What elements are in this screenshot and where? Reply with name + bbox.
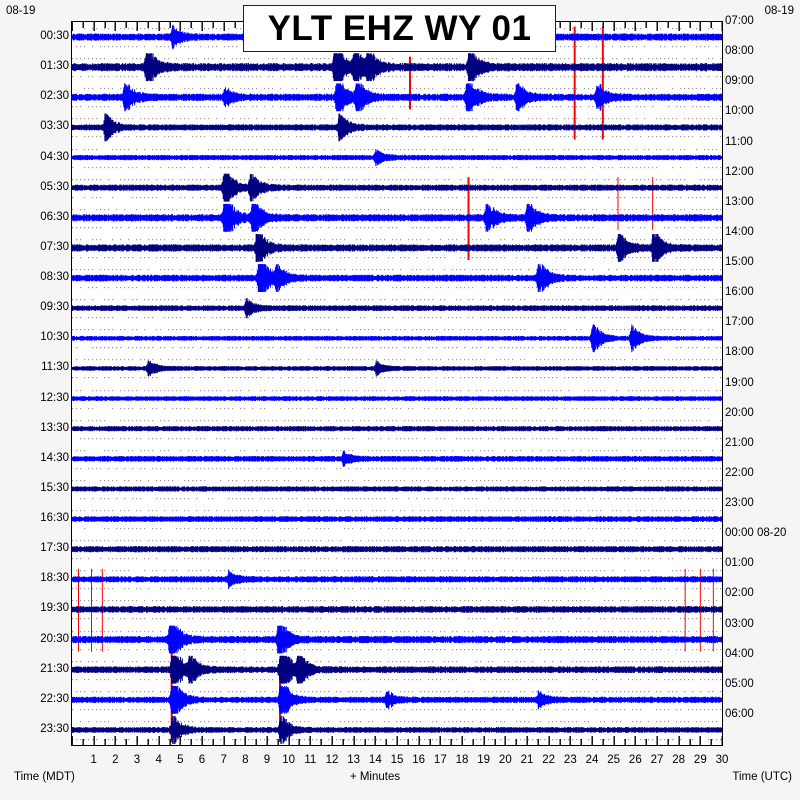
minute-tick-2: 2 [112, 754, 119, 766]
hour-label-utc-9: 16:00 [725, 286, 754, 299]
axis-caption-local: Time (MDT) [14, 771, 75, 783]
seismogram-plot[interactable] [71, 21, 723, 746]
hour-label-utc-2: 09:00 [725, 75, 754, 88]
hour-label-local-17: 17:30 [40, 542, 69, 555]
hour-label-local-2: 02:30 [40, 90, 69, 103]
hour-label-utc-21: 04:00 [725, 647, 754, 660]
minute-tick-5: 5 [177, 754, 184, 766]
hour-label-local-4: 04:30 [40, 150, 69, 163]
date-label-left: 08-19 [6, 5, 36, 17]
hour-label-utc-22: 05:00 [725, 677, 754, 690]
page-title: YLT EHZ WY 01 [267, 9, 532, 48]
minute-tick-21: 21 [520, 754, 534, 766]
hour-label-local-6: 06:30 [40, 210, 69, 223]
hour-label-local-23: 23:30 [40, 722, 69, 735]
minute-tick-20: 20 [498, 754, 512, 766]
minute-tick-10: 10 [282, 754, 296, 766]
hour-label-local-22: 22:30 [40, 692, 69, 705]
date-label-right: 08-19 [764, 5, 794, 17]
minute-tick-9: 9 [263, 754, 271, 766]
hour-label-local-1: 01:30 [40, 60, 69, 73]
minute-tick-8: 8 [242, 754, 249, 766]
station-title-plate: YLT EHZ WY 01 [243, 5, 556, 52]
minute-tick-16: 16 [412, 754, 426, 766]
minute-tick-18: 18 [455, 754, 469, 766]
hour-label-utc-18: 01:00 [725, 557, 754, 570]
minute-tick-15: 15 [390, 754, 404, 766]
hour-label-utc-6: 13:00 [725, 195, 754, 208]
hour-label-utc-5: 12:00 [725, 165, 754, 178]
hour-label-local-3: 03:30 [40, 120, 69, 133]
hour-label-local-7: 07:30 [40, 240, 69, 253]
hour-label-utc-16: 23:00 [725, 497, 754, 509]
hour-label-utc-12: 19:00 [725, 376, 754, 389]
minute-tick-25: 25 [607, 754, 621, 766]
hour-label-local-14: 14:30 [40, 451, 69, 464]
hour-label-utc-0: 07:00 [725, 15, 754, 27]
seismogram-canvas [72, 22, 722, 745]
minute-tick-28: 28 [672, 754, 686, 766]
minute-tick-13: 13 [347, 754, 361, 766]
hour-label-local-21: 21:30 [40, 662, 69, 675]
hour-label-utc-17: 00:00 08-20 [725, 527, 787, 540]
minute-tick-19: 19 [477, 754, 491, 766]
minute-tick-1: 1 [90, 754, 97, 766]
minute-tick-26: 26 [628, 754, 642, 766]
hour-label-local-5: 05:30 [40, 180, 69, 193]
hour-label-utc-10: 17:00 [725, 316, 754, 329]
hour-label-local-20: 20:30 [40, 632, 69, 645]
minute-tick-4: 4 [155, 754, 162, 766]
hour-label-local-0: 00:30 [40, 30, 69, 43]
hour-label-utc-1: 08:00 [725, 45, 754, 58]
hour-label-utc-20: 03:00 [725, 617, 754, 630]
hour-label-utc-4: 11:00 [725, 135, 753, 148]
minute-tick-7: 7 [220, 754, 227, 766]
hour-label-local-9: 09:30 [40, 301, 69, 314]
minute-tick-3: 3 [133, 754, 141, 766]
hour-label-utc-19: 02:00 [725, 587, 754, 600]
hour-label-local-15: 15:30 [40, 481, 69, 494]
minute-tick-17: 17 [433, 754, 447, 766]
hour-label-local-13: 13:30 [40, 421, 69, 434]
minute-tick-12: 12 [325, 754, 339, 766]
minute-tick-11: 11 [304, 754, 317, 766]
hour-label-utc-11: 18:00 [725, 346, 754, 359]
hour-label-local-16: 16:30 [40, 512, 69, 525]
minute-tick-29: 29 [693, 754, 707, 766]
hour-label-local-19: 19:30 [40, 602, 69, 615]
hour-label-local-12: 12:30 [40, 391, 69, 404]
hour-label-utc-15: 22:00 [725, 466, 754, 479]
axis-caption-utc: Time (UTC) [732, 771, 792, 783]
hour-label-local-10: 10:30 [40, 331, 69, 344]
hour-label-utc-14: 21:00 [725, 436, 754, 449]
minute-tick-14: 14 [368, 754, 382, 766]
minute-tick-6: 6 [198, 754, 206, 766]
hour-label-utc-23: 06:00 [725, 707, 754, 720]
axis-caption-minutes: + Minutes [349, 771, 401, 783]
hour-label-local-8: 08:30 [40, 271, 69, 284]
hour-label-local-11: 11:30 [41, 361, 69, 374]
hour-label-utc-3: 10:00 [725, 105, 754, 118]
minute-tick-30: 30 [715, 754, 729, 766]
hour-label-local-18: 18:30 [40, 572, 69, 585]
minute-tick-23: 23 [563, 754, 577, 766]
hour-label-utc-13: 20:00 [725, 406, 754, 419]
minute-tick-22: 22 [542, 754, 556, 766]
minute-tick-27: 27 [650, 754, 664, 766]
minute-tick-24: 24 [585, 754, 599, 766]
hour-label-utc-7: 14:00 [725, 225, 754, 238]
hour-label-utc-8: 15:00 [725, 256, 754, 268]
